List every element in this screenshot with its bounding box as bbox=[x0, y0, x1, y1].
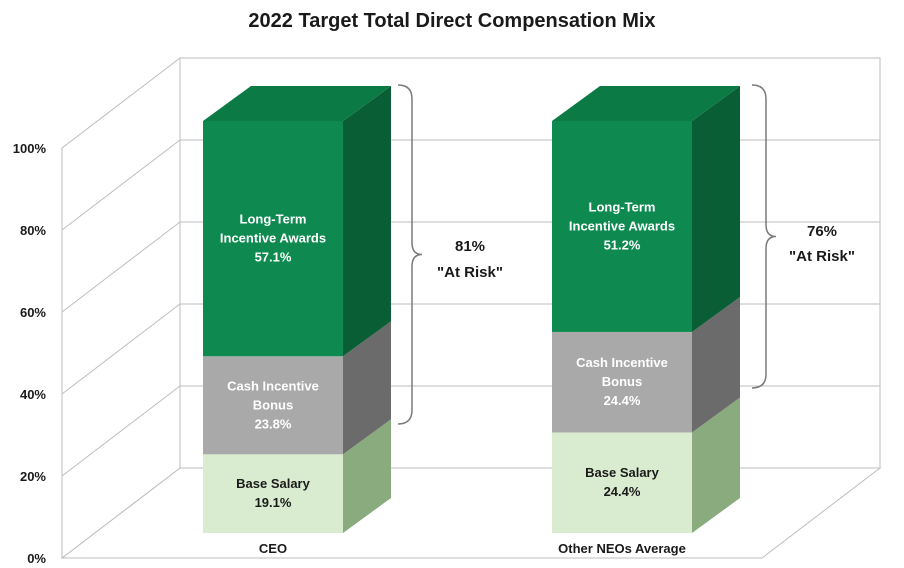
annotation-percent: 81% bbox=[455, 238, 485, 255]
bar-side-base bbox=[343, 419, 391, 533]
segment-label: Bonus bbox=[253, 397, 293, 412]
segment-label: Cash Incentive bbox=[227, 378, 319, 393]
segment-label: Bonus bbox=[602, 374, 642, 389]
y-tick-label: 60% bbox=[20, 305, 46, 320]
bar-side-base bbox=[692, 397, 740, 533]
x-category-label: CEO bbox=[259, 541, 287, 556]
floor bbox=[60, 467, 882, 559]
segment-label: Base Salary bbox=[585, 465, 659, 480]
data-label: 57.1% bbox=[255, 250, 292, 265]
bar-side-cash bbox=[692, 296, 740, 433]
y-tick-label: 40% bbox=[20, 387, 46, 402]
bar-segment-base bbox=[552, 432, 692, 533]
bar-segment-cash bbox=[203, 356, 343, 455]
gridline-side bbox=[61, 139, 181, 231]
at-risk-annotation: 76% "At Risk" bbox=[751, 84, 855, 389]
gridline-side bbox=[61, 221, 181, 313]
bracket bbox=[751, 84, 777, 389]
x-category-label: Other NEOs Average bbox=[558, 541, 686, 556]
bar-top-lti bbox=[203, 86, 391, 121]
bar-top-lti bbox=[552, 86, 740, 121]
y-tick-label: 20% bbox=[20, 469, 46, 484]
bar-stack: Base Salary 24.4% Cash Incentive Bonus 24.4%… bbox=[552, 86, 740, 556]
data-label: 23.8% bbox=[255, 416, 292, 431]
segment-label: Cash Incentive bbox=[576, 355, 668, 370]
gridline-side bbox=[61, 385, 181, 477]
segment-label: Base Salary bbox=[236, 476, 310, 491]
y-tick-label: 80% bbox=[20, 223, 46, 238]
bar-segment-cash bbox=[552, 331, 692, 433]
annotation-label: "At Risk" bbox=[789, 248, 855, 265]
data-label: 24.4% bbox=[604, 484, 641, 499]
segment-label: Incentive Awards bbox=[220, 231, 326, 246]
data-label: 24.4% bbox=[604, 393, 641, 408]
data-label: 19.1% bbox=[255, 495, 292, 510]
chart-title: 2022 Target Total Direct Compensation Mi… bbox=[248, 10, 656, 32]
bar-segment-lti bbox=[203, 121, 343, 357]
gridline-side bbox=[61, 303, 181, 395]
bar-stack: Base Salary 19.1% Cash Incentive Bonus 23.8%… bbox=[203, 86, 391, 556]
y-tick-label: 100% bbox=[13, 141, 47, 156]
segment-label: Long-Term bbox=[240, 212, 307, 227]
segment-label: Long-Term bbox=[589, 199, 656, 214]
bar-side-cash bbox=[343, 321, 391, 455]
bar-side-lti bbox=[692, 86, 740, 332]
data-label: 51.2% bbox=[604, 237, 641, 252]
segment-label: Incentive Awards bbox=[569, 218, 675, 233]
bar-segment-lti bbox=[552, 121, 692, 332]
annotation-label: "At Risk" bbox=[437, 264, 503, 281]
chart-walls bbox=[60, 56, 882, 560]
y-tick-label: 0% bbox=[27, 551, 46, 566]
at-risk-annotation: 81% "At Risk" bbox=[397, 84, 503, 425]
bracket bbox=[397, 84, 423, 425]
annotation-percent: 76% bbox=[807, 223, 837, 240]
bar-side-lti bbox=[343, 86, 391, 357]
bar-segment-base bbox=[203, 454, 343, 533]
